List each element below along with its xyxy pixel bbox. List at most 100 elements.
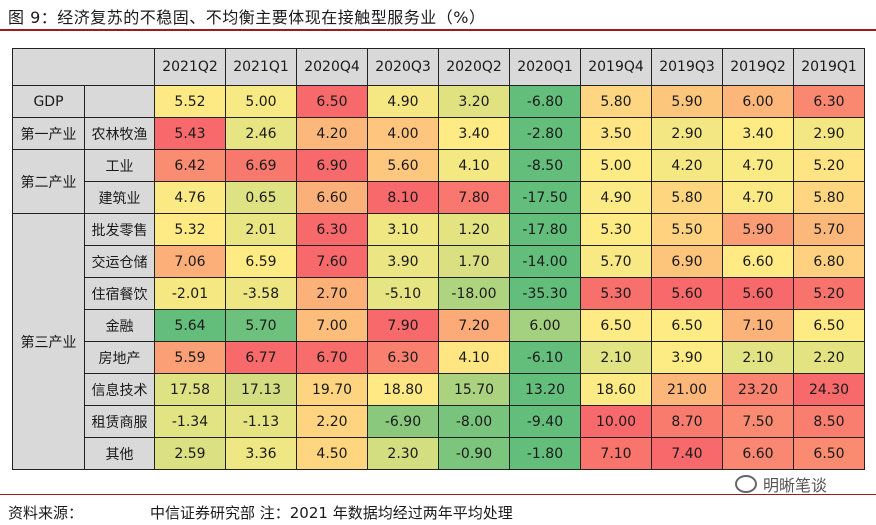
column-header: 2019Q3	[651, 48, 723, 86]
industry-label	[84, 85, 155, 118]
heatmap-cell: 6.50	[580, 309, 652, 342]
column-header: 2021Q2	[154, 48, 226, 86]
heatmap-cell: 2.20	[793, 341, 865, 374]
heatmap-cell: -1.13	[225, 405, 297, 438]
industry-label: 交运仓储	[84, 245, 155, 278]
source-text: 中信证券研究部 注：2021 年数据均经过两年平均处理	[150, 504, 513, 522]
table-row: 信息技术 17.58 17.13 19.70 18.80 15.70 13.20 18.60 2…	[13, 373, 865, 406]
column-header: 2020Q3	[367, 48, 439, 86]
heatmap-cell: 2.70	[296, 277, 368, 310]
heatmap-cell: 4.10	[438, 341, 510, 374]
sector-label: 第三产业	[12, 213, 85, 470]
heatmap-cell: 4.90	[367, 85, 439, 118]
heatmap-cell: 13.20	[509, 373, 581, 406]
heatmap-cell: 4.70	[722, 149, 794, 182]
industry-label: 金融	[84, 309, 155, 342]
heatmap-cell: -14.00	[509, 245, 581, 278]
heatmap-cell: 5.30	[580, 213, 652, 246]
heatmap-cell: 6.90	[296, 149, 368, 182]
heatmap-cell: 6.90	[651, 245, 723, 278]
heatmap-cell: 7.10	[722, 309, 794, 342]
heatmap-cell: 4.76	[154, 181, 226, 214]
heatmap-cell: 5.50	[651, 213, 723, 246]
header-row: 2021Q2 2021Q1 2020Q4 2020Q3 2020Q2 2020Q1 2019…	[12, 48, 865, 86]
industry-label: 信息技术	[84, 373, 155, 406]
heatmap-cell: 7.40	[651, 437, 723, 470]
heatmap-cell: 6.77	[225, 341, 297, 374]
column-header: 2020Q2	[438, 48, 510, 86]
heatmap-cell: 2.30	[367, 437, 439, 470]
heatmap-cell: 5.30	[580, 277, 652, 310]
table-row: GDP 5.52 5.00 6.50 4.90 3.20 -6.80 5.80 5.90 6.00…	[12, 85, 865, 118]
heatmap-cell: 6.60	[722, 245, 794, 278]
heatmap-cell: 3.40	[722, 117, 794, 150]
heatmap-cell: 5.90	[651, 85, 723, 118]
heatmap-cell: -3.58	[225, 277, 297, 310]
heatmap-cell: 21.00	[651, 373, 723, 406]
heatmap-cell: 5.70	[793, 213, 865, 246]
heatmap-cell: 8.10	[367, 181, 439, 214]
heatmap-cell: 4.70	[722, 181, 794, 214]
heatmap-cell: 4.20	[651, 149, 723, 182]
wechat-icon	[735, 475, 757, 493]
industry-label: 租赁商服	[84, 405, 155, 438]
heatmap-cell: 5.60	[722, 277, 794, 310]
heatmap-cell: 3.10	[367, 213, 439, 246]
heatmap-cell: 5.90	[722, 213, 794, 246]
heatmap-cell: 7.06	[154, 245, 226, 278]
heatmap-cell: 0.65	[225, 181, 297, 214]
heatmap-cell: 2.01	[225, 213, 297, 246]
heatmap-cell: 8.50	[793, 405, 865, 438]
heatmap-cell: 2.20	[296, 405, 368, 438]
table-row: 住宿餐饮 -2.01 -3.58 2.70 -5.10 -18.00 -35.30 5.30 5…	[13, 277, 865, 310]
column-header: 2019Q1	[793, 48, 865, 86]
heatmap-table-container: 2021Q2 2021Q1 2020Q4 2020Q3 2020Q2 2020Q1 2019…	[12, 48, 865, 470]
industry-label: 批发零售	[84, 213, 155, 246]
chart-title: 图 9：经济复苏的不稳固、不均衡主要体现在接触型服务业（%）	[8, 8, 486, 27]
table-row: 第一产业 农林牧渔 5.43 2.46 4.20 4.00 3.40 -2.80 3.50 2.9…	[12, 117, 865, 150]
column-header: 2019Q2	[722, 48, 794, 86]
table-row: 交运仓储 7.06 6.59 7.60 3.90 1.70 -14.00 5.70 6.90 6.…	[13, 245, 865, 278]
industry-label: 房地产	[84, 341, 155, 374]
heatmap-cell: 7.00	[296, 309, 368, 342]
heatmap-cell: 6.60	[296, 181, 368, 214]
heatmap-cell: 6.30	[793, 85, 865, 118]
table-row: 其他 2.59 3.36 4.50 2.30 -0.90 -1.80 7.10 7.40 6.60…	[13, 437, 865, 470]
heatmap-cell: 5.64	[154, 309, 226, 342]
heatmap-cell: 5.00	[580, 149, 652, 182]
heatmap-cell: 7.90	[367, 309, 439, 342]
table-row: 第二产业 工业 6.42 6.69 6.90 5.60 4.10 -8.50 5.00 4.20 4…	[12, 149, 865, 214]
heatmap-cell: 6.00	[722, 85, 794, 118]
heatmap-cell: 6.50	[296, 85, 368, 118]
heatmap-cell: 7.80	[438, 181, 510, 214]
heatmap-cell: 7.10	[580, 437, 652, 470]
heatmap-cell: 5.43	[154, 117, 226, 150]
heatmap-cell: 5.80	[651, 181, 723, 214]
watermark: 明晰笔谈	[735, 472, 827, 496]
table-row: 建筑业 4.76 0.65 6.60 8.10 7.80 -17.50 4.90 5.80 4.7…	[13, 181, 865, 214]
heatmap-cell: 5.20	[793, 149, 865, 182]
industry-label: 住宿餐饮	[84, 277, 155, 310]
heatmap-cell: -6.80	[509, 85, 581, 118]
column-header: 2020Q4	[296, 48, 368, 86]
heatmap-cell: -9.40	[509, 405, 581, 438]
column-header: 2020Q1	[509, 48, 581, 86]
heatmap-cell: 1.70	[438, 245, 510, 278]
heatmap-cell: 17.58	[154, 373, 226, 406]
heatmap-cell: 3.90	[367, 245, 439, 278]
heatmap-cell: 4.00	[367, 117, 439, 150]
heatmap-cell: 6.59	[225, 245, 297, 278]
heatmap-cell: 2.90	[793, 117, 865, 150]
table-row: 房地产 5.59 6.77 6.70 6.30 4.10 -6.10 2.10 3.90 2.10…	[13, 341, 865, 374]
column-header: 2019Q4	[580, 48, 652, 86]
heatmap-cell: -1.34	[154, 405, 226, 438]
heatmap-cell: 18.60	[580, 373, 652, 406]
heatmap-cell: 5.00	[225, 85, 297, 118]
heatmap-cell: 5.80	[793, 181, 865, 214]
heatmap-cell: -2.01	[154, 277, 226, 310]
heatmap-cell: 3.40	[438, 117, 510, 150]
column-header: 2021Q1	[225, 48, 297, 86]
heatmap-cell: -35.30	[509, 277, 581, 310]
heatmap-cell: 6.42	[154, 149, 226, 182]
heatmap-cell: 7.60	[296, 245, 368, 278]
